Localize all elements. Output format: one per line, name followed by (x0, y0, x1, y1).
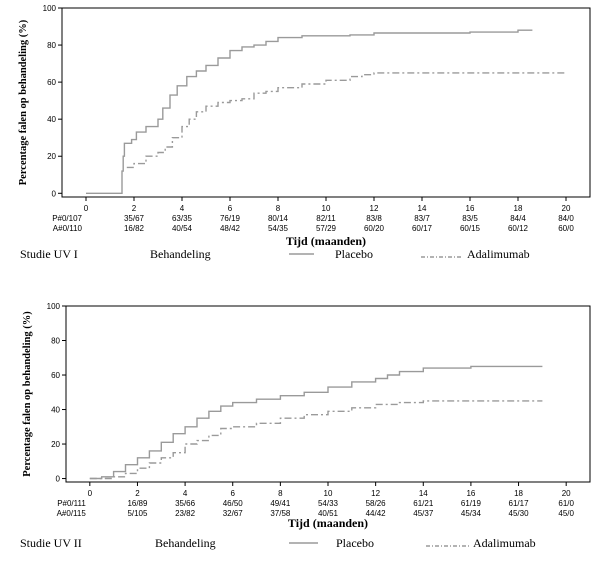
chart2-y-axis-label: Percentage falen op behandeling (%) (22, 311, 33, 477)
chart1-xtick-label: 20 (562, 204, 571, 213)
chart1-risk-cell: 48/42 (220, 224, 241, 233)
chart1-xtick-label: 0 (84, 204, 89, 213)
chart2-risk-cell: 45/37 (413, 509, 434, 518)
chart2-ytick-label: 0 (56, 475, 61, 484)
chart2-legend-placebo-label: Placebo (336, 536, 374, 550)
chart1-xtick-label: 18 (514, 204, 523, 213)
chart2-ytick-label: 100 (47, 302, 61, 311)
chart2-ytick-label: 40 (51, 406, 60, 415)
chart1-risk-cell: 63/35 (172, 214, 193, 223)
chart2-xtick-label: 0 (88, 489, 93, 498)
chart1-risk-cell: 35/67 (124, 214, 145, 223)
chart2-risk-cell: 5/105 (127, 509, 148, 518)
chart2-risk-cell: 46/50 (223, 499, 244, 508)
chart1-risk-cell: 83/7 (414, 214, 430, 223)
chart2-risk-cell: 45/0 (558, 509, 574, 518)
chart1-risk-cell: 60/0 (558, 224, 574, 233)
chart2-risk-cell: 16/89 (127, 499, 148, 508)
chart2-series-adalimumab-line (89, 400, 543, 480)
chart2-xtick-label: 8 (278, 489, 283, 498)
chart2-risk-cell: 61/0 (558, 499, 574, 508)
chart1-legend-study-label: Studie UV I (20, 247, 78, 261)
chart1-risk-cell: 40/54 (172, 224, 193, 233)
chart2-xtick-label: 14 (419, 489, 428, 498)
chart2-plot-frame (65, 305, 591, 483)
chart1-risk-cell: 60/15 (460, 224, 481, 233)
chart1-y-axis-label: Percentage falen op behandeling (%) (18, 19, 29, 185)
chart2-risk-cell: 40/51 (318, 509, 339, 518)
chart1-ytick-label: 0 (52, 189, 57, 198)
chart1-xtick-label: 6 (228, 204, 233, 213)
chart2-series-placebo-line (89, 365, 543, 480)
chart1-legend-title: Behandeling (150, 247, 211, 261)
chart1-ytick-label: 60 (47, 78, 56, 87)
chart1-legend-adalimumab-label: Adalimumab (467, 247, 530, 261)
chart2-xtick-label: 18 (514, 489, 523, 498)
chart1-risk-cell: 82/11 (316, 214, 336, 223)
chart2-xtick-label: 2 (135, 489, 140, 498)
chart2-xtick-label: 4 (183, 489, 188, 498)
chart1-risk-cell: 57/29 (316, 224, 337, 233)
chart2-ytick-label: 60 (51, 371, 60, 380)
chart1-risk-cell: 60/17 (412, 224, 433, 233)
chart1-ytick-label: 80 (47, 41, 56, 50)
chart2-legend-adalimumab-label: Adalimumab (473, 536, 536, 550)
chart2-legend-title: Behandeling (155, 536, 216, 550)
chart2-xtick-label: 12 (371, 489, 380, 498)
chart2-risk-cell: 32/67 (223, 509, 244, 518)
chart1-risk-cell: 80/14 (268, 214, 289, 223)
chart1-xtick-label: 10 (322, 204, 331, 213)
chart1-xtick-label: 4 (180, 204, 185, 213)
chart2-risk-cell: 61/19 (461, 499, 482, 508)
chart1-xtick-label: 2 (132, 204, 137, 213)
chart1-xtick-label: 8 (276, 204, 281, 213)
chart2-risk-row-label: A#0/115 (57, 509, 87, 518)
chart1-x-axis-label: Tijd (maanden) (286, 234, 366, 248)
chart2-risk-cell: 45/34 (461, 509, 482, 518)
chart1-xtick-label: 16 (466, 204, 475, 213)
chart2-risk-cell: 23/82 (175, 509, 196, 518)
chart1-ytick-label: 40 (47, 115, 56, 124)
chart2-risk-cell: 54/33 (318, 499, 339, 508)
chart1-risk-cell: 76/19 (220, 214, 241, 223)
chart1-risk-cell: 83/8 (366, 214, 382, 223)
chart2-xtick-label: 16 (466, 489, 475, 498)
chart2-risk-cell: 35/66 (175, 499, 196, 508)
chart1-risk-row-label: A#0/110 (53, 224, 83, 233)
chart2-risk-cell: 58/26 (366, 499, 387, 508)
chart2-group: 0 20 40 60 80 100 0 2 4 6 8 10 12 14 16 18 20 Percentage … (20, 302, 591, 550)
chart2-x-axis-label: Tijd (maanden) (288, 516, 368, 530)
chart1-risk-cell: 54/35 (268, 224, 289, 233)
chart2-xtick-label: 10 (324, 489, 333, 498)
chart2-risk-cell: 45/30 (509, 509, 530, 518)
chart1-risk-cell: 60/12 (508, 224, 529, 233)
chart2-risk-cell: 44/42 (366, 509, 387, 518)
chart2-risk-cell: 61/21 (413, 499, 434, 508)
chart1-risk-cell: 84/4 (510, 214, 526, 223)
chart2-xtick-label: 20 (562, 489, 571, 498)
chart2-risk-cell: 61/17 (509, 499, 530, 508)
chart1-xtick-label: 12 (370, 204, 379, 213)
chart2-risk-cell: 37/58 (270, 509, 291, 518)
chart2-xtick-label: 6 (231, 489, 236, 498)
chart1-xtick-label: 14 (418, 204, 427, 213)
chart2-risk-row-label: P#0/111 (57, 499, 86, 508)
chart1-risk-cell: 84/0 (558, 214, 574, 223)
chart1-risk-cell: 16/82 (124, 224, 145, 233)
chart1-series-placebo-line (86, 29, 533, 194)
chart1-ytick-label: 20 (47, 152, 56, 161)
chart2-legend-study-label: Studie UV II (20, 536, 82, 550)
chart2-ytick-label: 80 (51, 337, 60, 346)
chart2-risk-cell: 49/41 (270, 499, 291, 508)
chart1-ytick-label: 100 (43, 4, 57, 13)
chart1-risk-row-label: P#0/107 (52, 214, 82, 223)
chart1-series-adalimumab-line (126, 72, 566, 169)
chart1-risk-cell: 60/20 (364, 224, 385, 233)
chart1-legend-placebo-label: Placebo (335, 247, 373, 261)
chart1-group: 0 20 40 60 80 100 0 2 4 6 8 10 12 14 16 18 20 Percentage … (18, 4, 591, 261)
chart1-risk-cell: 83/5 (462, 214, 478, 223)
chart2-ytick-label: 20 (51, 440, 60, 449)
